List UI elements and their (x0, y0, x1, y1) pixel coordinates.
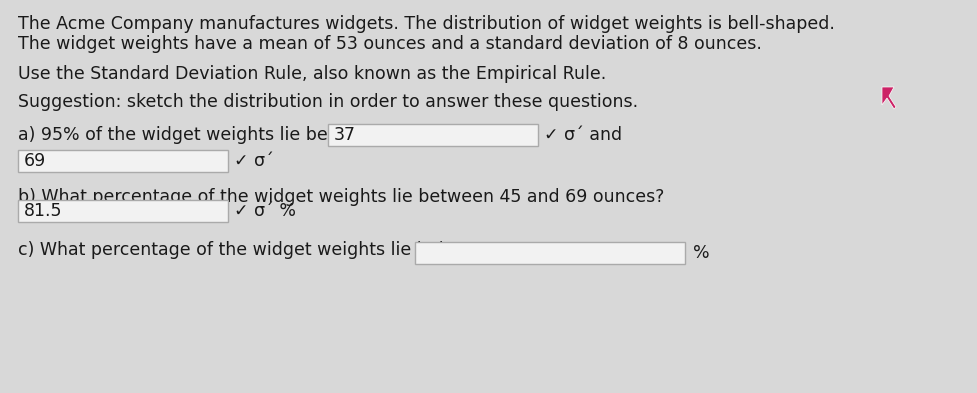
Text: ✓ σ´: ✓ σ´ (234, 152, 274, 170)
Text: ✓ σ´ %: ✓ σ´ % (234, 202, 296, 220)
Text: b) What percentage of the widget weights lie between 45 and 69 ounces?: b) What percentage of the widget weights… (18, 188, 664, 206)
FancyBboxPatch shape (18, 200, 228, 222)
Polygon shape (882, 87, 896, 109)
Text: 69: 69 (24, 152, 46, 170)
Text: Use the Standard Deviation Rule, also known as the Empirical Rule.: Use the Standard Deviation Rule, also kn… (18, 65, 607, 83)
Text: c) What percentage of the widget weights lie below 77 ?: c) What percentage of the widget weights… (18, 241, 511, 259)
Text: %: % (693, 244, 709, 262)
FancyBboxPatch shape (415, 242, 685, 264)
Text: The Acme Company manufactures widgets. The distribution of widget weights is bel: The Acme Company manufactures widgets. T… (18, 15, 835, 33)
FancyBboxPatch shape (18, 150, 228, 172)
Text: ✓ σ´ and: ✓ σ´ and (544, 126, 622, 144)
Text: Suggestion: sketch the distribution in order to answer these questions.: Suggestion: sketch the distribution in o… (18, 93, 638, 111)
Text: The widget weights have a mean of 53 ounces and a standard deviation of 8 ounces: The widget weights have a mean of 53 oun… (18, 35, 762, 53)
Text: a) 95% of the widget weights lie between: a) 95% of the widget weights lie between (18, 126, 381, 144)
Text: 37: 37 (334, 126, 356, 144)
Text: 81.5: 81.5 (24, 202, 63, 220)
FancyBboxPatch shape (328, 124, 538, 146)
